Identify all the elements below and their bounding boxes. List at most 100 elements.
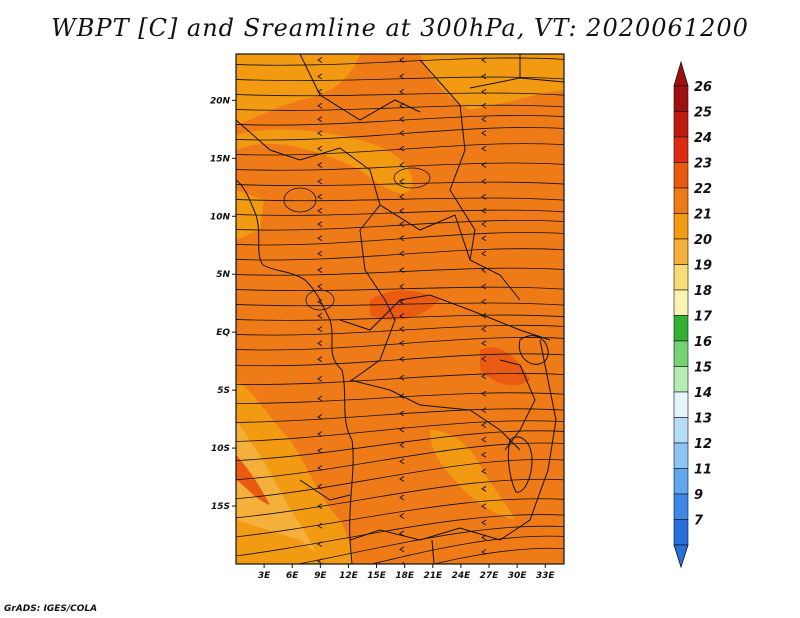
field-region (236, 258, 310, 283)
colorbar-label: 11 (694, 463, 712, 478)
streamline-arrow (317, 178, 323, 185)
streamline-arrow (481, 235, 487, 242)
x-tick-label: 3E (258, 571, 271, 581)
streamline (236, 459, 564, 500)
streamline (236, 162, 564, 171)
streamline-arrow (481, 193, 487, 200)
y-tick-label: 10S (211, 444, 230, 454)
colorbar-swatch (673, 315, 689, 342)
streamline (236, 267, 564, 276)
streamline-arrow (481, 116, 487, 123)
streamline (236, 442, 564, 481)
streamline (236, 498, 564, 538)
streamline (236, 248, 564, 261)
streamline-arrow (399, 162, 405, 168)
streamline-arrow (481, 298, 487, 305)
colorbar-swatch (673, 366, 689, 393)
streamline (236, 302, 564, 307)
streamline-arrow (317, 235, 323, 242)
x-tick-label: 18E (395, 571, 415, 581)
streamline-arrow (399, 88, 405, 95)
streamline-arrow (481, 283, 487, 290)
streamline-eddy (283, 187, 317, 213)
streamline-eddy (305, 289, 335, 311)
streamline (236, 430, 564, 461)
streamline-arrow (317, 102, 323, 109)
colorbar-swatch (673, 417, 689, 444)
streamline-arrow (317, 431, 323, 437)
colorbar: 26 25 24 23 22 21 20 19 18 17 16 15 14 13 12 11 9 7 (673, 60, 713, 569)
streamline-arrow (481, 390, 487, 397)
border-line (379, 204, 471, 261)
streamline-arrow (399, 374, 405, 381)
streamline (236, 337, 564, 351)
colorbar-swatch (673, 136, 689, 163)
grads-credit: GrADS: IGES/COLA (4, 604, 98, 614)
x-tick-label: 15E (367, 571, 387, 581)
y-tick-label: EQ (216, 328, 230, 338)
streamline (236, 478, 564, 519)
streamline-arrow (481, 102, 487, 109)
streamline-arrow (399, 193, 405, 200)
streamline-arrow (399, 235, 405, 242)
streamline-arrow (317, 57, 323, 63)
field-region (236, 129, 413, 194)
colorbar-swatch (673, 468, 689, 495)
streamline-arrow (399, 267, 405, 273)
streamline-arrow (481, 207, 487, 214)
colorbar-swatch (673, 187, 689, 214)
colorbar-label: 23 (694, 157, 712, 172)
streamlines (236, 57, 564, 598)
streamline (236, 92, 564, 97)
colorbar-label: 25 (694, 106, 712, 121)
streamline-arrow (317, 376, 323, 382)
streamline-arrow (317, 558, 323, 564)
streamline-arrow (317, 340, 323, 347)
streamline-arrow (399, 116, 405, 123)
streamline-arrow (399, 145, 405, 152)
streamline-arrow (481, 340, 487, 347)
colorbar-swatch (673, 289, 689, 316)
colorbar-swatch (673, 493, 689, 520)
field-region (236, 520, 330, 564)
field-region (420, 54, 564, 110)
streamline-arrow (318, 593, 322, 598)
streamline-arrow (399, 221, 405, 228)
colorbar-swatch (673, 213, 689, 240)
colorbar-swatch (673, 391, 689, 418)
streamline-arrow (481, 373, 487, 380)
streamline (236, 324, 564, 336)
streamline-arrow (317, 503, 323, 510)
field-region (236, 54, 360, 125)
streamline-arrow (399, 207, 405, 214)
streamline-arrow (481, 422, 487, 429)
border-line (349, 379, 521, 451)
streamline-arrow (399, 546, 405, 553)
streamline-arrow (481, 221, 487, 228)
streamline-arrow (399, 410, 405, 417)
streamline-arrow (317, 221, 323, 228)
streamline-arrow (399, 458, 405, 465)
streamline-arrow (399, 178, 405, 185)
x-tick-label: 6E (286, 571, 299, 581)
streamline-arrow (481, 312, 487, 319)
streamline (236, 127, 564, 141)
streamline (236, 76, 564, 82)
streamline-arrow (317, 207, 323, 214)
colorbar-swatch (673, 85, 689, 112)
streamline-arrow (399, 283, 405, 290)
streamline-arrow (399, 312, 405, 319)
streamline-arrow (399, 426, 405, 433)
colorbar-label: 7 (694, 514, 704, 529)
streamline-arrow (317, 522, 323, 529)
streamline-arrow (317, 541, 323, 548)
streamline-arrow (481, 407, 487, 414)
colorbar-label: 9 (694, 488, 703, 503)
border-line (299, 479, 351, 501)
x-tick-label: 9E (314, 571, 327, 581)
streamline-arrow (317, 73, 323, 80)
x-tick-label: 21E (423, 571, 443, 581)
streamline-arrow (481, 355, 487, 362)
y-tick-label: 15N (210, 154, 231, 164)
country-borders (236, 54, 564, 564)
